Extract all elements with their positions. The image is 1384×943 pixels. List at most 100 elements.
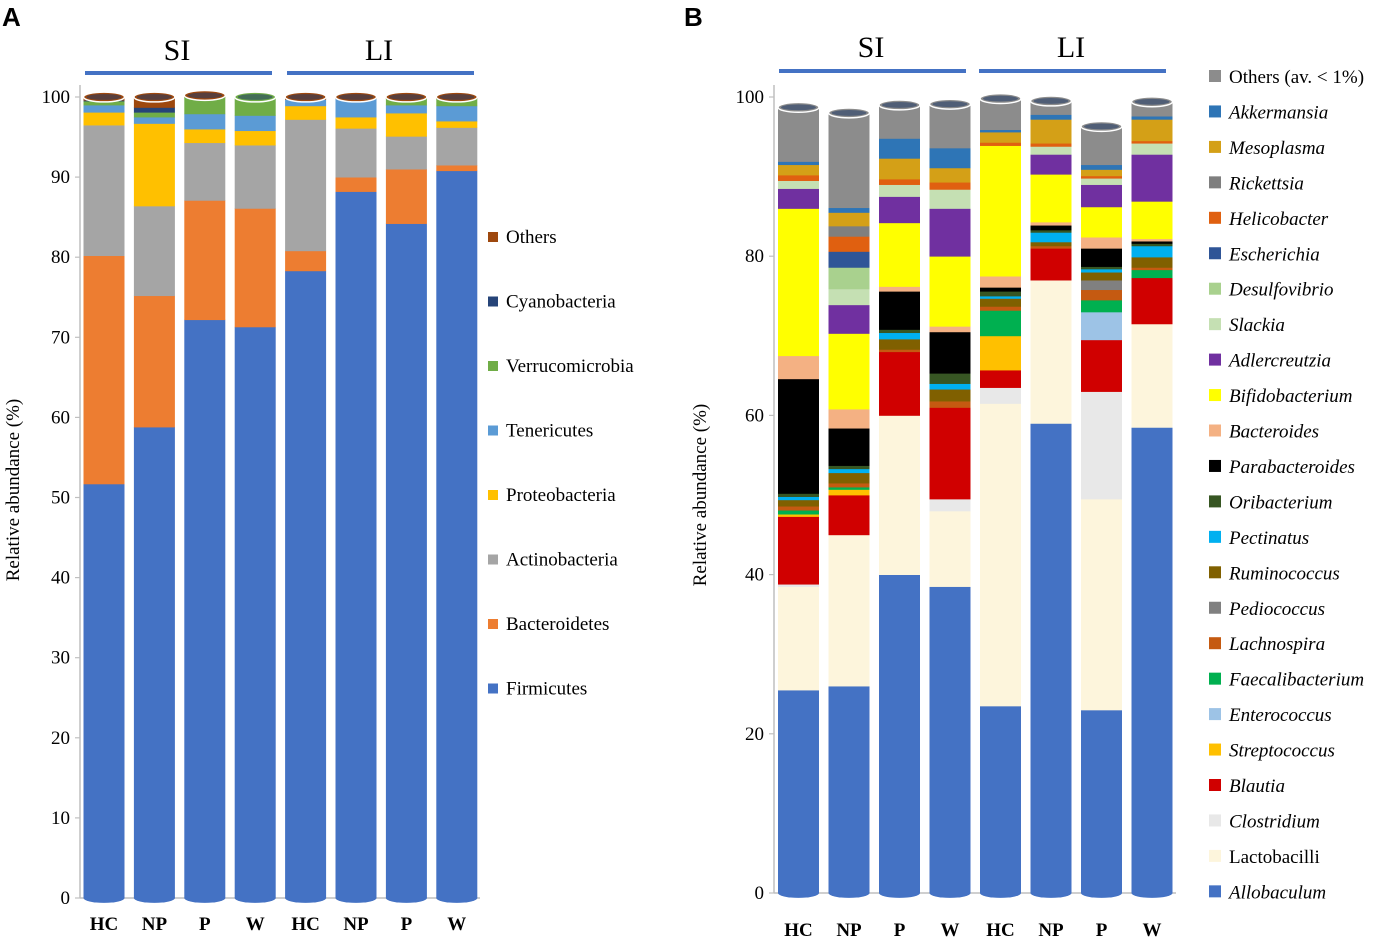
panel-a-legend-label-cyanobacteria: Cyanobacteria [506,292,616,313]
panel-b-segment-lactobacilli [778,586,819,691]
panel-b-segment-helicobacter [929,182,971,190]
panel-b-segment-lactobacilli [1081,498,1122,711]
panel-b-legend-swatch-streptococcus [1209,743,1221,756]
panel-b-bar-base [1081,888,1122,898]
panel-b-segment-slackia [778,180,819,189]
panel-a-segment-firmicutes [234,326,276,899]
panel-b-segment-bifidobacterium [879,222,920,287]
panel-b-y-tick-label: 80 [745,246,764,267]
panel-a-bar-4 [284,91,327,903]
panel-b-legend-label-allobaculum: Allobaculum [1227,882,1326,903]
panel-b-legend-label-lactobacilli: Lactobacilli [1229,847,1320,868]
panel-b-legend-swatch-slackia [1209,318,1221,331]
panel-b-segment-bacteroides [1081,237,1122,249]
panel-a-segment-bacteroidetes [436,165,478,172]
panel-b-legend-label-pectinatus: Pectinatus [1228,528,1309,549]
panel-a-y-tick-label: 60 [51,407,70,428]
panel-b-segment-parabacteroides [1131,241,1173,244]
panel-b-letter: B [684,2,703,32]
panel-a-x-tick-label: HC [291,914,320,935]
panel-b-segment-desulfovibrio [828,267,870,290]
panel-b-legend-swatch-bifidobacterium [1209,389,1221,402]
panel-b-segment-pectinatus [1131,245,1173,258]
panel-a-bar-1 [133,91,176,903]
panel-a-group-si: SI [164,34,191,67]
panel-b-segment-pectinatus [778,496,819,501]
panel-a-bar-base [285,893,327,903]
panel-b-segment-ruminococcus [828,472,870,484]
panel-b-legend-label-helicobacter: Helicobacter [1228,209,1329,230]
panel-b-bar-top-inner [983,95,1018,102]
panel-a-y-tick-label: 80 [51,247,70,268]
panel-b-x-tick-label: P [894,920,906,938]
panel-b-segment-pediococcus [1081,280,1122,291]
panel-b-segment-adlercreutzia [778,188,819,209]
panel-a-segment-firmicutes [335,191,377,899]
panel-b-segment-mesoplasma [778,164,819,176]
panel-a-segment-firmicutes [385,223,427,899]
panel-a-x-tick-label: NP [343,914,369,935]
panel-a-segment-tenericutes [184,113,226,130]
panel-b-segment-parabacteroides [778,378,819,494]
panel-b-legend-label-escherichia: Escherichia [1228,244,1320,265]
panel-a-segment-firmicutes [184,319,226,899]
panel-b-segment-blautia [1081,339,1122,392]
panel-a-bar-base [385,893,427,903]
panel-b-segment-lactobacilli [1030,280,1072,424]
panel-b-bar-base [879,888,920,898]
panel-a-y-tick-label: 40 [51,568,70,589]
panel-a-segment-bacteroidetes [285,250,327,272]
panel-b-legend-label-oribacterium: Oribacterium [1229,492,1332,513]
panel-a-segment-proteobacteria [184,129,226,144]
panel-a-segment-bacteroidetes [83,255,125,485]
panel-b-bar-top-inner [831,110,867,116]
panel-b-segment-pectinatus [980,296,1021,299]
panel-b-x-tick-label: HC [986,920,1015,938]
panel-a-y-tick-label: 10 [51,808,70,829]
panel-a-segment-actinobacteria [335,128,377,178]
panel-b-legend-swatch-lactobacilli [1209,849,1221,862]
panel-b-segment-ruminococcus [1081,272,1122,281]
panel-b-segment-lachnospira [828,483,870,488]
panel-b-segment-blautia [778,516,819,585]
panel-b-segment-parabacteroides [879,291,920,330]
panel-b-legend-label-adlercreutzia: Adlercreutzia [1227,351,1331,372]
panel-a-bar-7 [435,91,479,903]
panel-b-segment-adlercreutzia [1081,184,1122,208]
panel-a-segment-proteobacteria [133,123,175,207]
panel-b-bar-base [778,888,819,898]
panel-a-legend: Others Cyanobacteria Verrucomicrobia Teneri… [488,227,634,700]
panel-b-legend-label-bifidobacterium: Bifidobacterium [1229,386,1352,407]
panel-b-segment-ruminococcus [778,499,819,507]
panel-b-legend-swatch-mesoplasma [1209,140,1221,153]
panel-b-segment-bifidobacterium [929,256,971,327]
panel-a-segment-firmicutes [133,427,175,899]
panel-b-legend-swatch-pediococcus [1209,601,1221,614]
panel-b-segment-lachnospira [929,401,971,408]
panel-a-segment-verrucomicrobia [184,97,226,115]
panel-a-segment-actinobacteria [436,127,478,166]
panel-a-x-tick-label: W [447,914,466,935]
panel-b-legend-swatch-clostridium [1209,814,1221,827]
panel-b-segment-escherichia [828,251,870,268]
panel-b-bar-base [929,888,971,898]
panel-b-segment-helicobacter [828,236,870,252]
panel-b-bar-6 [1080,120,1123,898]
panel-b-segment-faecalibacterium [1131,269,1173,279]
panel-b-segment-others-av-1 [778,107,819,162]
panel-b-segment-lactobacilli [828,534,870,687]
panel-b-legend-label-bacteroides: Bacteroides [1229,422,1319,443]
panel-a-bar-base [83,893,125,903]
panel-a-bar-top-inner [388,94,424,100]
panel-a-segment-firmicutes [285,270,327,899]
panel-a-segment-tenericutes [83,105,125,113]
panel-a-bar-base [234,893,276,903]
panel-b-y-axis-label: Relative abundance (%) [690,404,711,587]
panel-a-bar-2 [183,89,227,903]
panel-a-legend-label-tenericutes: Tenericutes [506,421,593,442]
panel-b-segment-pectinatus [1030,232,1072,243]
panel-b-segment-blautia [879,351,920,416]
panel-a-segment-proteobacteria [234,130,276,146]
panel-a-x-tick-label: NP [142,914,168,935]
